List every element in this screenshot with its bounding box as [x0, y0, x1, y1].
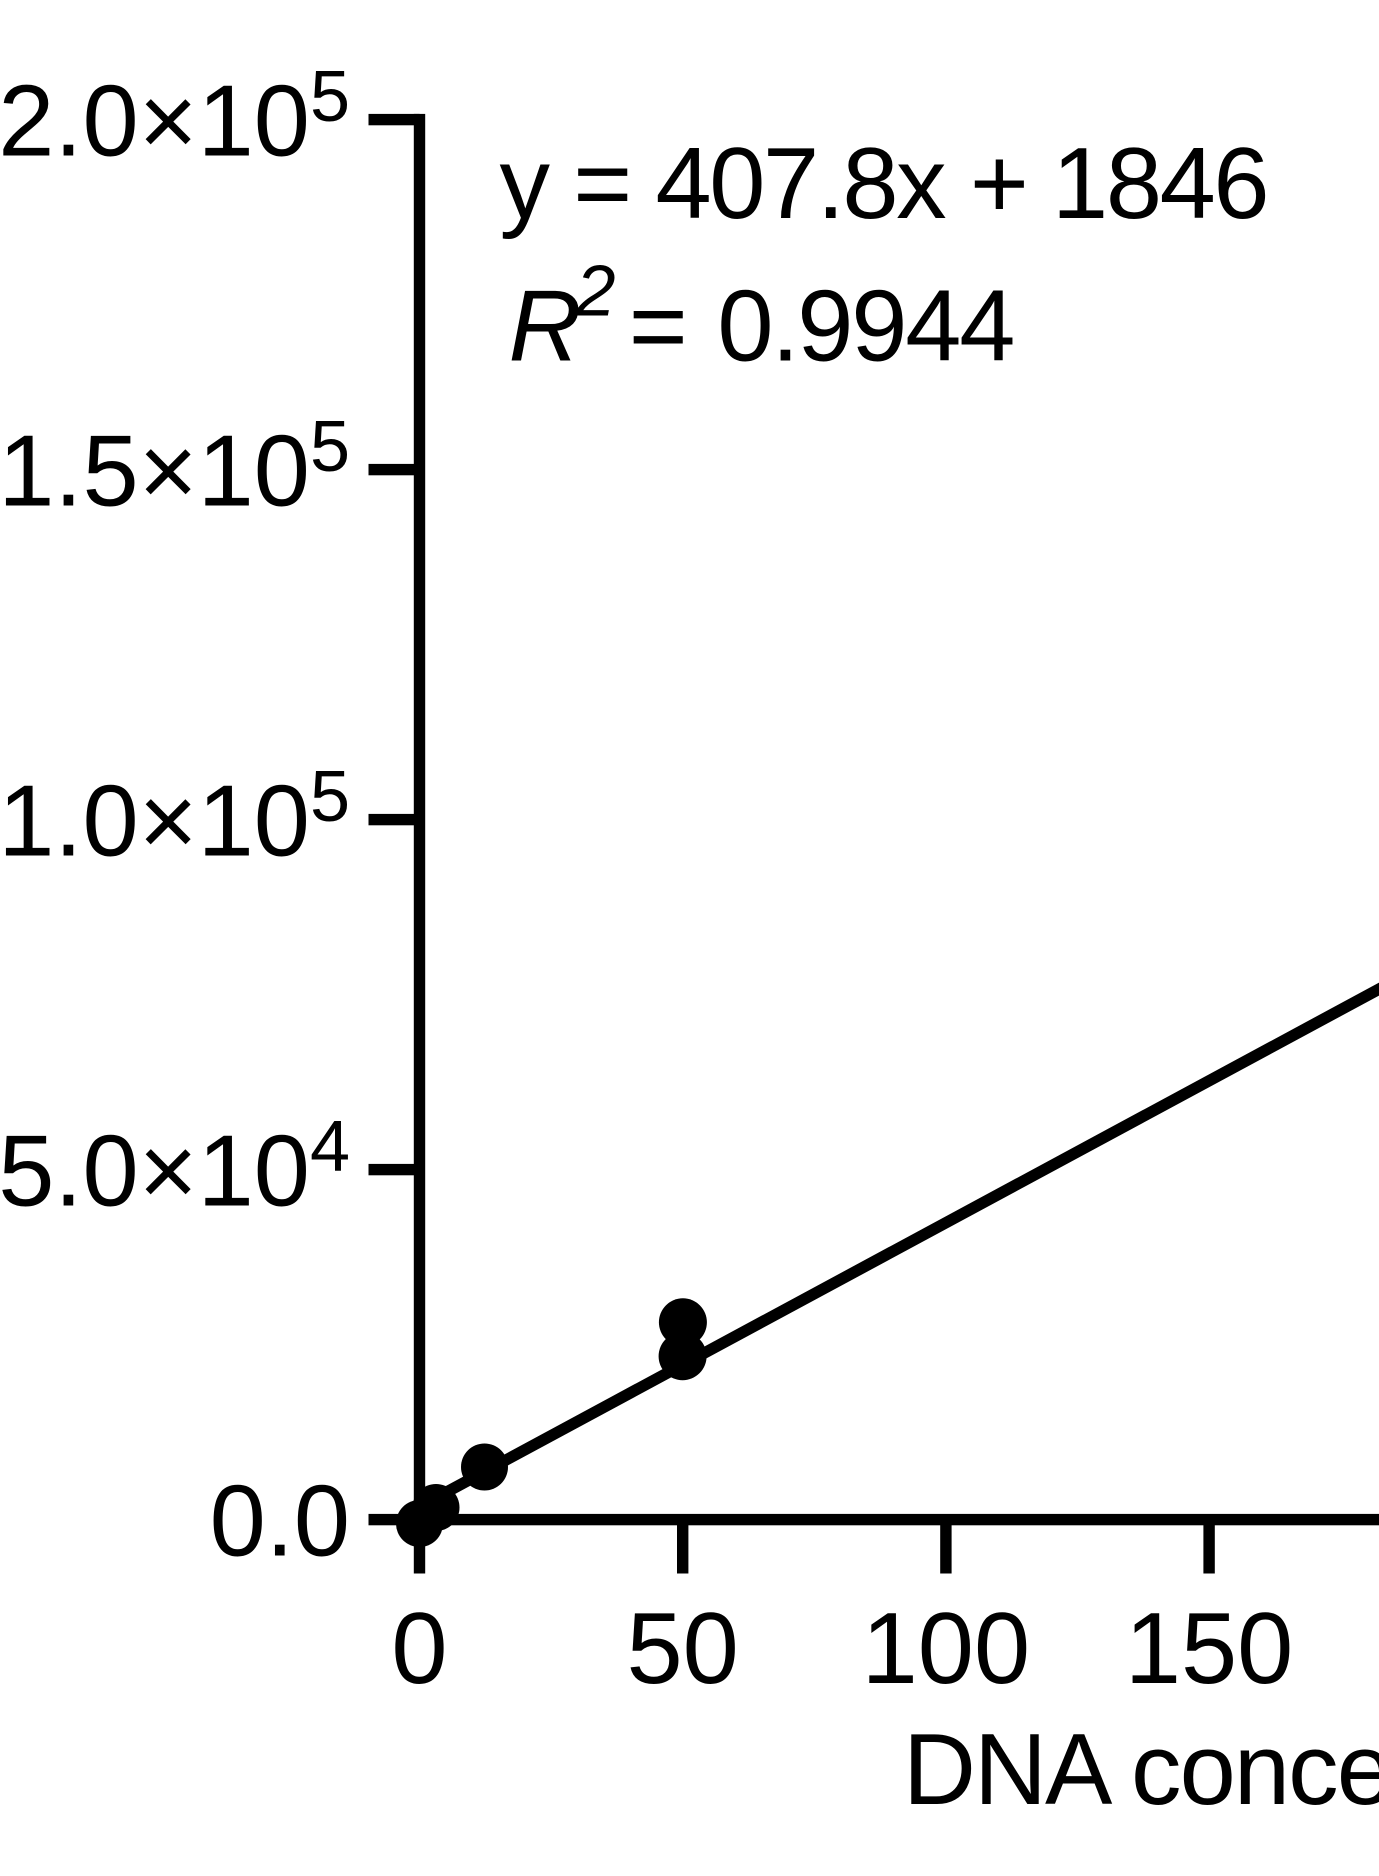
svg-text:100: 100: [862, 1593, 1031, 1705]
svg-text:2.0×105: 2.0×105: [0, 57, 350, 178]
svg-text:50: 50: [627, 1593, 739, 1705]
svg-text:DNA concentration (ng/mL): DNA concentration (ng/mL): [903, 1714, 1379, 1826]
svg-text:0: 0: [391, 1593, 447, 1705]
svg-text:1.5×105: 1.5×105: [0, 407, 350, 527]
svg-text:y = 407.8x + 1846: y = 407.8x + 1846: [500, 128, 1270, 240]
svg-text:150: 150: [1125, 1593, 1294, 1705]
svg-text:R2=0.9944: R2 = 0.9944: [509, 252, 1016, 383]
svg-text:1.0×105: 1.0×105: [0, 757, 350, 878]
svg-text:0.0: 0.0: [210, 1466, 350, 1578]
svg-text:5.0×104: 5.0×104: [0, 1107, 350, 1228]
